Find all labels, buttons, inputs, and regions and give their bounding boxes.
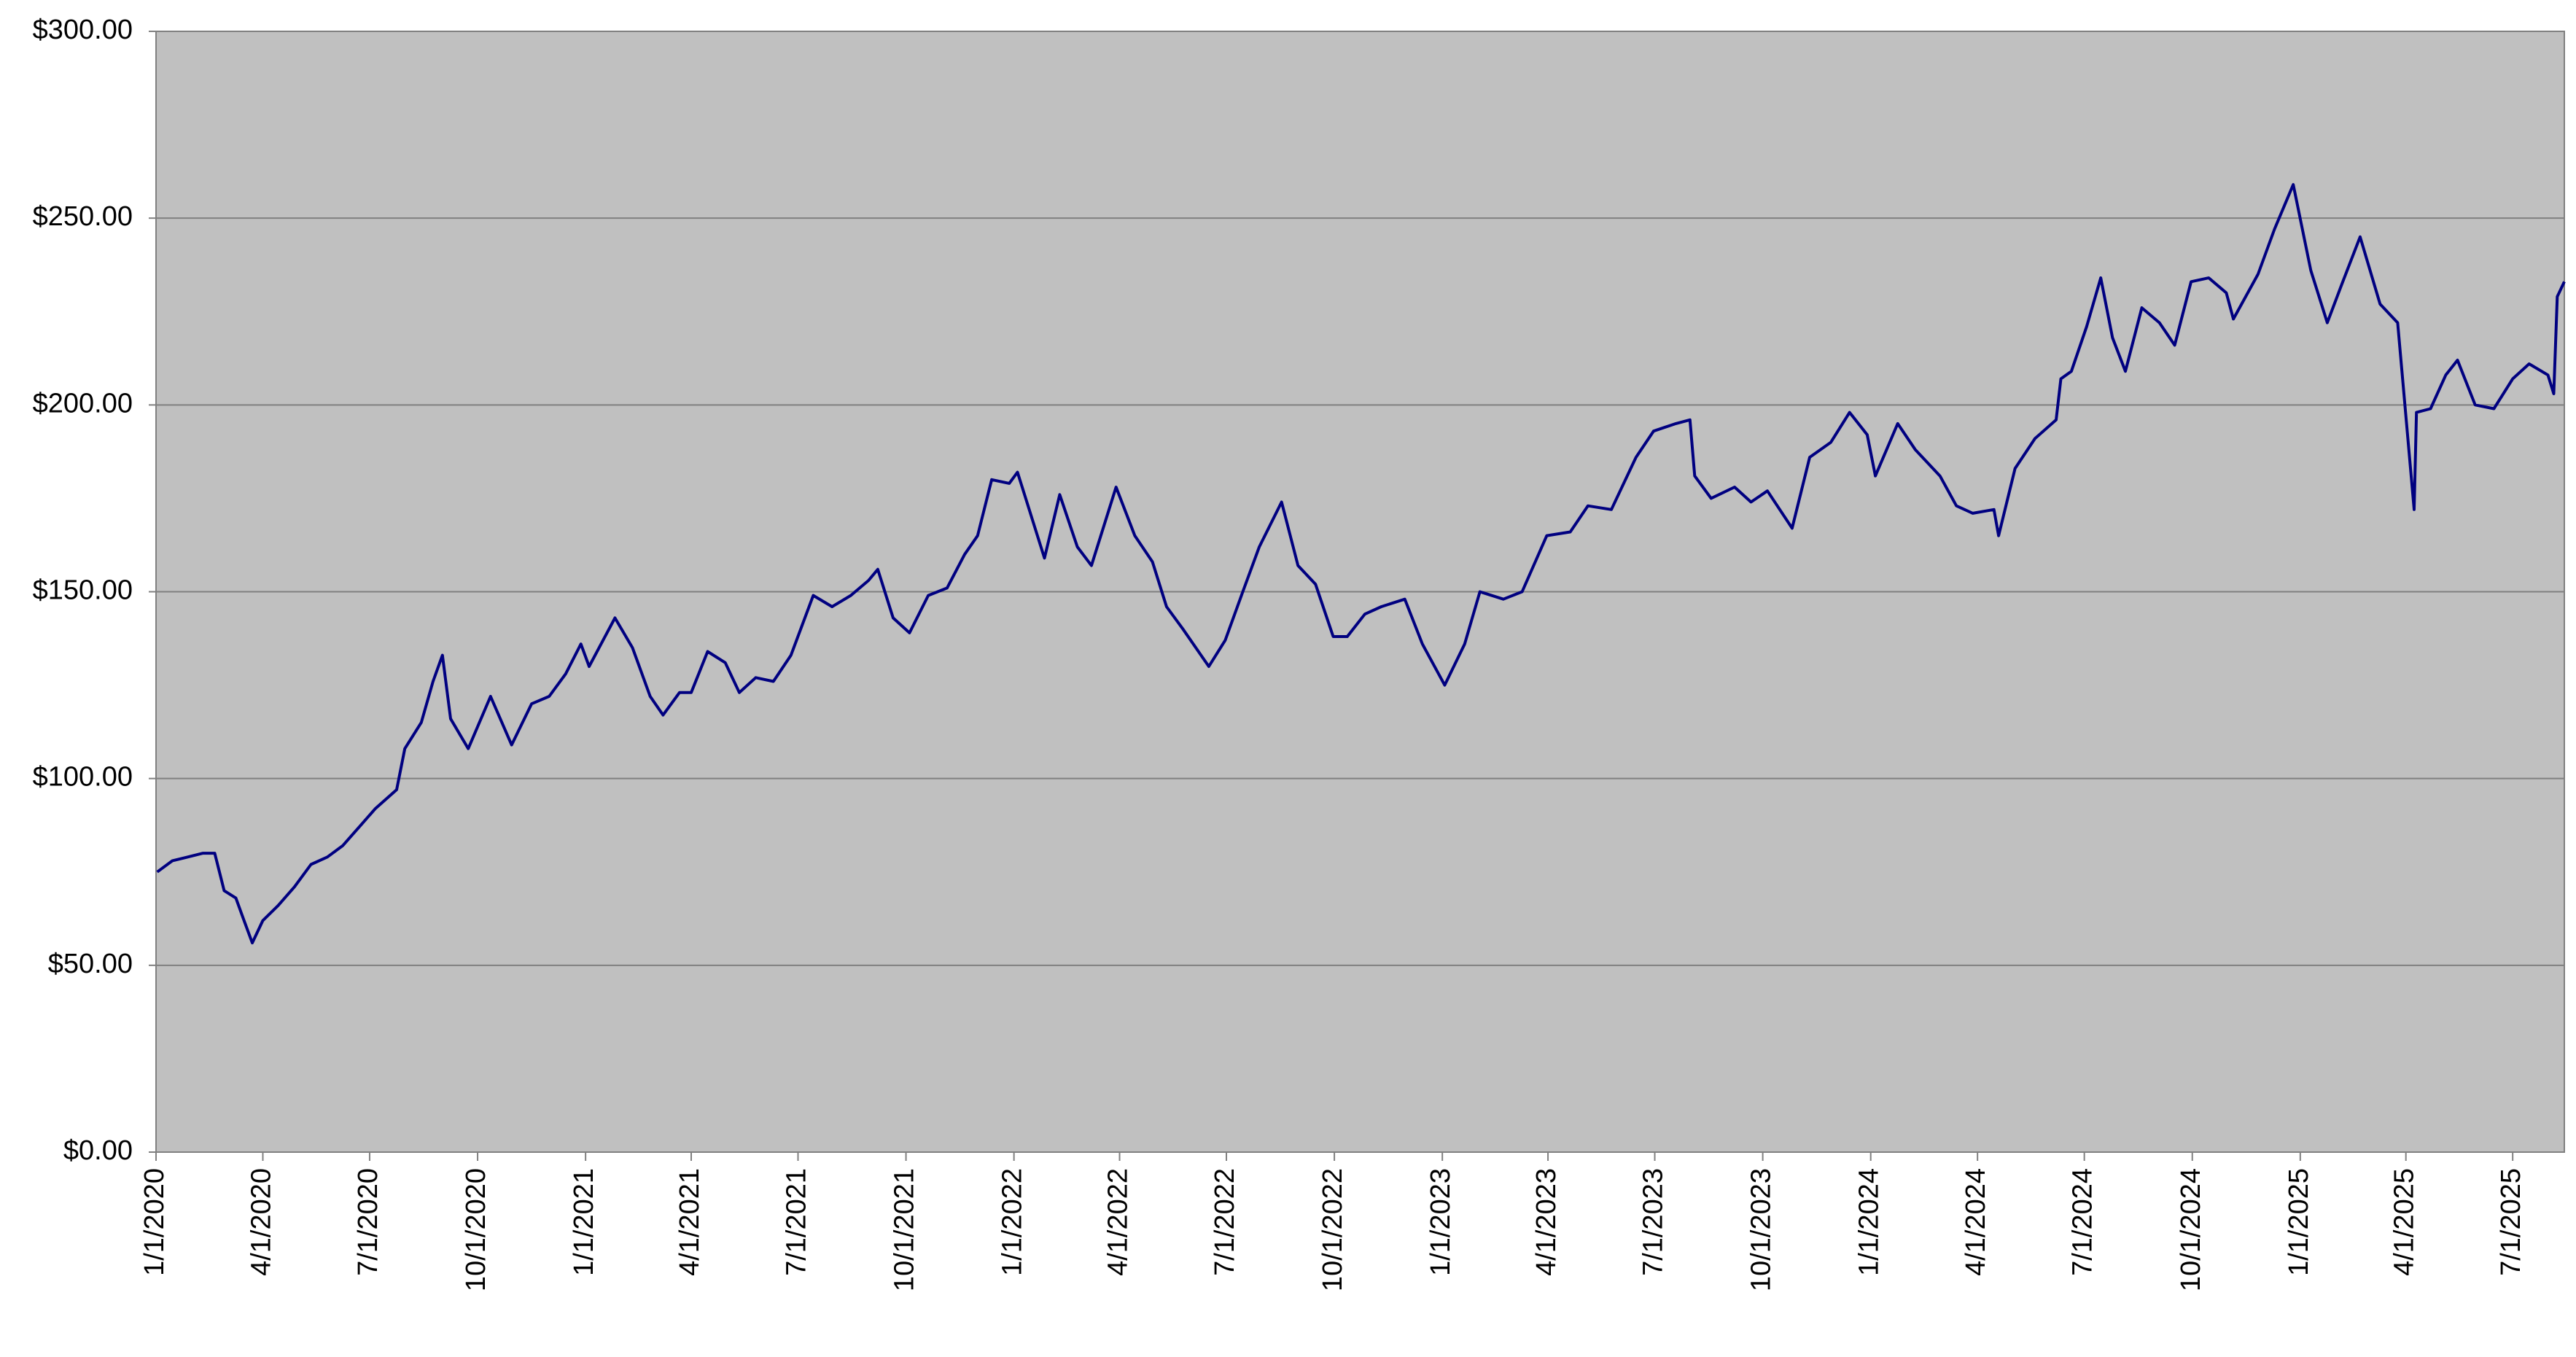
x-tick-label: 7/1/2024 (2068, 1168, 2098, 1276)
x-tick-label: 1/1/2022 (997, 1168, 1028, 1276)
x-tick-label: 10/1/2021 (890, 1168, 920, 1291)
x-tick-label: 4/1/2024 (1961, 1168, 1991, 1276)
x-tick-label: 7/1/2023 (1638, 1168, 1669, 1276)
x-tick-label: 7/1/2022 (1210, 1168, 1240, 1276)
plot-border (155, 31, 2565, 1153)
x-tick-label: 7/1/2021 (782, 1168, 812, 1276)
x-tick-label: 1/1/2020 (139, 1168, 170, 1276)
price-line (156, 183, 2566, 945)
x-tick-label: 10/1/2020 (461, 1168, 491, 1291)
y-tick-label: $0.00 (63, 1135, 133, 1166)
y-tick-label: $300.00 (33, 15, 133, 45)
x-tick-label: 4/1/2021 (674, 1168, 705, 1276)
x-tick-label: 7/1/2025 (2496, 1168, 2526, 1276)
y-tick-label: $200.00 (33, 388, 133, 419)
y-tick-label: $150.00 (33, 575, 133, 606)
x-tick-label: 1/1/2021 (569, 1168, 599, 1276)
y-tick-label: $250.00 (33, 201, 133, 232)
x-tick-label: 10/1/2022 (1318, 1168, 1348, 1291)
x-tick-label: 10/1/2023 (1746, 1168, 1777, 1291)
x-tick-label: 7/1/2020 (353, 1168, 384, 1276)
x-tick-label: 10/1/2024 (2176, 1168, 2206, 1291)
x-tick-label: 1/1/2025 (2284, 1168, 2314, 1276)
x-tick-label: 4/1/2022 (1103, 1168, 1134, 1276)
x-tick-label: 4/1/2023 (1531, 1168, 1562, 1276)
y-tick-label: $50.00 (48, 949, 133, 979)
y-tick-label: $100.00 (33, 762, 133, 793)
x-tick-label: 1/1/2023 (1425, 1168, 1456, 1276)
x-tick-label: 4/1/2020 (246, 1168, 277, 1276)
x-tick-label: 1/1/2024 (1854, 1168, 1885, 1276)
x-tick-label: 4/1/2025 (2389, 1168, 2420, 1276)
